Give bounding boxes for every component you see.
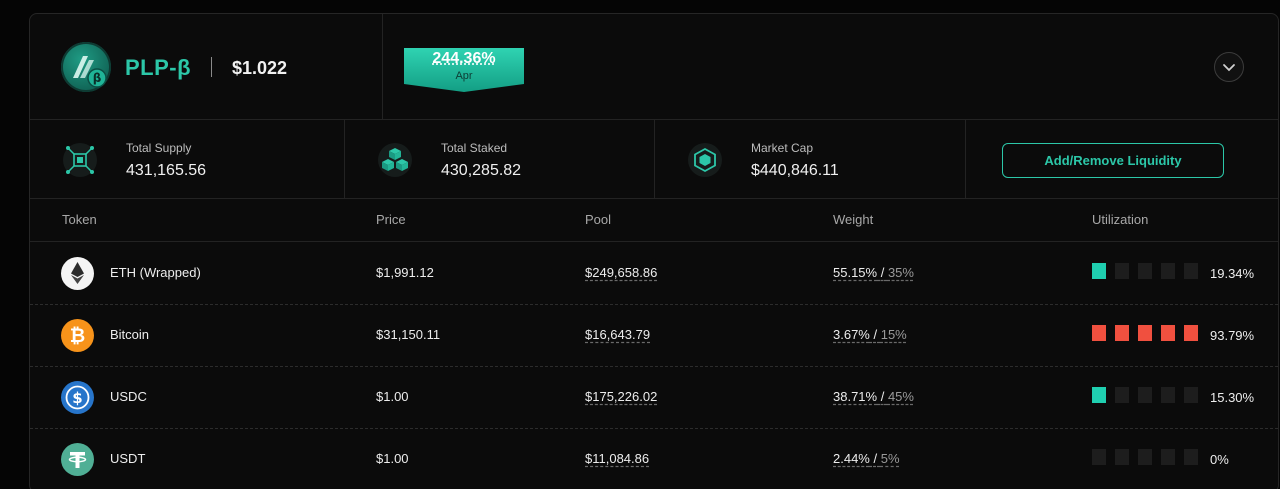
token-price: $1,991.12: [376, 265, 434, 280]
weight-target: 5%: [880, 451, 900, 466]
chevron-down-icon: [1223, 64, 1235, 72]
bitcoin-icon: ₿: [61, 319, 94, 352]
token-name: USDC: [110, 389, 147, 404]
utilization-bar-segment: [1115, 325, 1129, 341]
svg-text:β: β: [93, 71, 102, 85]
pool-value[interactable]: $11,084.86: [585, 451, 650, 466]
utilization-bar-segment: [1115, 263, 1129, 279]
weight-value[interactable]: 38.71% / 45%: [833, 389, 914, 404]
svg-text:$: $: [72, 389, 82, 407]
pool-card: β PLP-β $1.022 244.36% Apr: [29, 13, 1279, 489]
utilization-bar-segment: [1138, 325, 1152, 341]
apr-label: Apr: [455, 70, 473, 82]
table-row[interactable]: USDT $1.00 $11,084.86 2.44% / 5% 0%: [30, 429, 1278, 489]
column-price: Price: [376, 212, 406, 227]
weight-value[interactable]: 55.15% / 35%: [833, 265, 914, 280]
stat-label: Market Cap: [751, 141, 814, 155]
utilization-bar-segment: [1161, 263, 1175, 279]
stat-total-supply: Total Supply 431,165.56: [30, 120, 345, 199]
weight-value[interactable]: 3.67% / 15%: [833, 327, 907, 342]
stat-value: 431,165.56: [126, 162, 207, 179]
utilization-bar-segment: [1092, 263, 1106, 279]
table-row[interactable]: $ USDC $1.00 $175,226.02 38.71% / 45% 15…: [30, 367, 1278, 429]
token-price: $31,150.11: [376, 327, 441, 342]
stat-value: $440,846.11: [751, 162, 839, 179]
network-cube-icon: [62, 142, 98, 178]
utilization-bar-segment: [1161, 325, 1175, 341]
column-pool: Pool: [585, 212, 612, 227]
weight-target: 15%: [880, 327, 907, 342]
utilization-bar-segment: [1138, 263, 1152, 279]
weight-current: 55.15%: [833, 265, 878, 280]
token-name: ETH (Wrapped): [110, 265, 201, 280]
table-row[interactable]: ₿ Bitcoin $31,150.11 $16,643.79 3.67% / …: [30, 305, 1278, 367]
pool-stats: Total Supply 431,165.56 Total Stake: [30, 120, 1278, 199]
pool-value[interactable]: $16,643.79: [585, 327, 651, 342]
table-header: Token Price Pool Weight Utilization: [30, 199, 1278, 242]
column-weight: Weight: [833, 212, 874, 227]
weight-target: 45%: [887, 389, 914, 404]
utilization-bar-segment: [1138, 449, 1152, 465]
utilization-bars: [1092, 263, 1198, 279]
utilization-value: 0%: [1210, 452, 1229, 467]
pool-header: β PLP-β $1.022 244.36% Apr: [30, 14, 1278, 120]
utilization-bar-segment: [1092, 449, 1106, 465]
divider: [211, 57, 212, 77]
token-name: Bitcoin: [110, 327, 150, 342]
pool-value[interactable]: $175,226.02: [585, 389, 658, 404]
utilization-bars: [1092, 387, 1198, 403]
utilization-bar-segment: [1184, 325, 1198, 341]
utilization-value: 19.34%: [1210, 266, 1255, 281]
stat-total-staked: Total Staked 430,285.82: [345, 120, 655, 199]
weight-current: 3.67%: [833, 327, 870, 342]
apr-badge: 244.36% Apr: [404, 48, 524, 94]
utilization-bars: [1092, 449, 1198, 465]
utilization-bar-segment: [1092, 325, 1106, 341]
utilization-value: 93.79%: [1210, 328, 1255, 343]
utilization-bar-segment: [1092, 387, 1106, 403]
token-price: $1.00: [376, 389, 409, 404]
utilization-bar-segment: [1161, 387, 1175, 403]
utilization-bar-segment: [1138, 387, 1152, 403]
pool-value[interactable]: $249,658.86: [585, 265, 658, 280]
plp-logo-icon: β: [61, 42, 111, 92]
stat-market-cap: Market Cap $440,846.11: [655, 120, 966, 199]
table-row[interactable]: ETH (Wrapped) $1,991.12 $249,658.86 55.1…: [30, 243, 1278, 305]
weight-target: 35%: [887, 265, 914, 280]
token-price: $1.022: [232, 58, 288, 78]
tether-icon: [61, 443, 94, 476]
utilization-bar-segment: [1184, 449, 1198, 465]
utilization-bar-segment: [1161, 449, 1175, 465]
column-token: Token: [62, 212, 97, 227]
token-price: $1.00: [376, 451, 409, 466]
utilization-bar-segment: [1184, 387, 1198, 403]
utilization-bars: [1092, 325, 1198, 341]
token-name: PLP-β: [125, 55, 192, 80]
stat-value: 430,285.82: [441, 162, 522, 179]
stacked-cubes-icon: [377, 142, 413, 178]
token-brand: β PLP-β $1.022: [30, 14, 383, 120]
add-remove-liquidity-button[interactable]: Add/Remove Liquidity: [1002, 143, 1224, 178]
usdc-icon: $: [61, 381, 94, 414]
token-name: USDT: [110, 451, 146, 466]
column-utilization: Utilization: [1092, 212, 1149, 227]
stat-label: Total Supply: [126, 141, 192, 155]
utilization-bar-segment: [1115, 449, 1129, 465]
utilization-bar-segment: [1184, 263, 1198, 279]
utilization-value: 15.30%: [1210, 390, 1255, 405]
stat-label: Total Staked: [441, 141, 508, 155]
weight-current: 38.71%: [833, 389, 878, 404]
utilization-bar-segment: [1115, 387, 1129, 403]
box-cube-icon: [687, 142, 723, 178]
weight-value[interactable]: 2.44% / 5%: [833, 451, 900, 466]
ethereum-icon: [61, 257, 94, 290]
collapse-button[interactable]: [1214, 52, 1244, 82]
apr-value: 244.36%: [432, 50, 496, 67]
svg-text:₿: ₿: [70, 325, 85, 347]
weight-current: 2.44%: [833, 451, 870, 466]
